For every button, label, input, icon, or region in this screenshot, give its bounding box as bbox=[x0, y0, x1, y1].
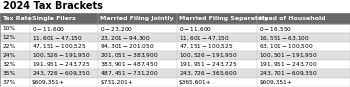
Text: $609,351+: $609,351+ bbox=[32, 80, 65, 85]
Bar bbox=[0, 51, 350, 60]
Text: 2024 Tax Brackets: 2024 Tax Brackets bbox=[3, 1, 103, 11]
Text: Head of Household: Head of Household bbox=[259, 16, 326, 21]
Text: $16,551-$63,100: $16,551-$63,100 bbox=[259, 34, 310, 41]
Bar bbox=[0, 13, 350, 87]
Text: $47,151-$100,525: $47,151-$100,525 bbox=[32, 43, 86, 50]
Text: Married Filing Jointly: Married Filing Jointly bbox=[100, 16, 174, 21]
Text: $0-$23,200: $0-$23,200 bbox=[100, 25, 133, 33]
Text: $23,201-$94,300: $23,201-$94,300 bbox=[100, 34, 151, 41]
Text: Single Filers: Single Filers bbox=[32, 16, 76, 21]
Text: 37%: 37% bbox=[2, 80, 15, 85]
Text: 10%: 10% bbox=[2, 26, 15, 31]
Bar bbox=[0, 69, 350, 78]
Bar bbox=[0, 60, 350, 69]
Text: $100,526-$191,950: $100,526-$191,950 bbox=[179, 52, 237, 59]
Text: $487,451-$731,200: $487,451-$731,200 bbox=[100, 70, 159, 77]
Text: $191,951-$243,725: $191,951-$243,725 bbox=[32, 61, 90, 68]
Bar bbox=[0, 78, 350, 87]
Text: 24%: 24% bbox=[2, 53, 15, 58]
Text: $100,501-$191,950: $100,501-$191,950 bbox=[259, 52, 318, 59]
Bar bbox=[0, 24, 350, 33]
Bar bbox=[0, 13, 350, 24]
Text: $63,101-$100,500: $63,101-$100,500 bbox=[259, 43, 314, 50]
Text: $383,901-$487,450: $383,901-$487,450 bbox=[100, 61, 159, 68]
Text: $243,726-$609,350: $243,726-$609,350 bbox=[32, 70, 90, 77]
Text: $11,601-$47,150: $11,601-$47,150 bbox=[179, 34, 230, 41]
Text: 12%: 12% bbox=[2, 35, 15, 40]
Text: $191,951-$243,700: $191,951-$243,700 bbox=[259, 61, 318, 68]
Text: $0-$11,600: $0-$11,600 bbox=[32, 25, 65, 33]
Text: $731,201+: $731,201+ bbox=[100, 80, 133, 85]
Text: $0-$16,550: $0-$16,550 bbox=[259, 25, 293, 33]
Text: $94,301-$201,050: $94,301-$201,050 bbox=[100, 43, 155, 50]
Bar bbox=[0, 33, 350, 42]
Text: 22%: 22% bbox=[2, 44, 15, 49]
Text: $243,726-$365,600: $243,726-$365,600 bbox=[179, 70, 237, 77]
Text: Married Filing Separately: Married Filing Separately bbox=[179, 16, 268, 21]
Text: $47,151-$100,525: $47,151-$100,525 bbox=[179, 43, 233, 50]
Text: $0-$11,600: $0-$11,600 bbox=[179, 25, 212, 33]
Text: Tax Rate: Tax Rate bbox=[2, 16, 32, 21]
Text: $609,351+: $609,351+ bbox=[259, 80, 292, 85]
Text: $191,951-$243,725: $191,951-$243,725 bbox=[179, 61, 237, 68]
Text: $365,601+: $365,601+ bbox=[179, 80, 211, 85]
Text: 35%: 35% bbox=[2, 71, 15, 76]
Text: $201,051-$383,900: $201,051-$383,900 bbox=[100, 52, 159, 59]
Bar bbox=[0, 42, 350, 51]
Text: 32%: 32% bbox=[2, 62, 15, 67]
Text: $243,701-$609,350: $243,701-$609,350 bbox=[259, 70, 318, 77]
Text: $11,601-$47,150: $11,601-$47,150 bbox=[32, 34, 83, 41]
Text: $100,526-$191,950: $100,526-$191,950 bbox=[32, 52, 90, 59]
